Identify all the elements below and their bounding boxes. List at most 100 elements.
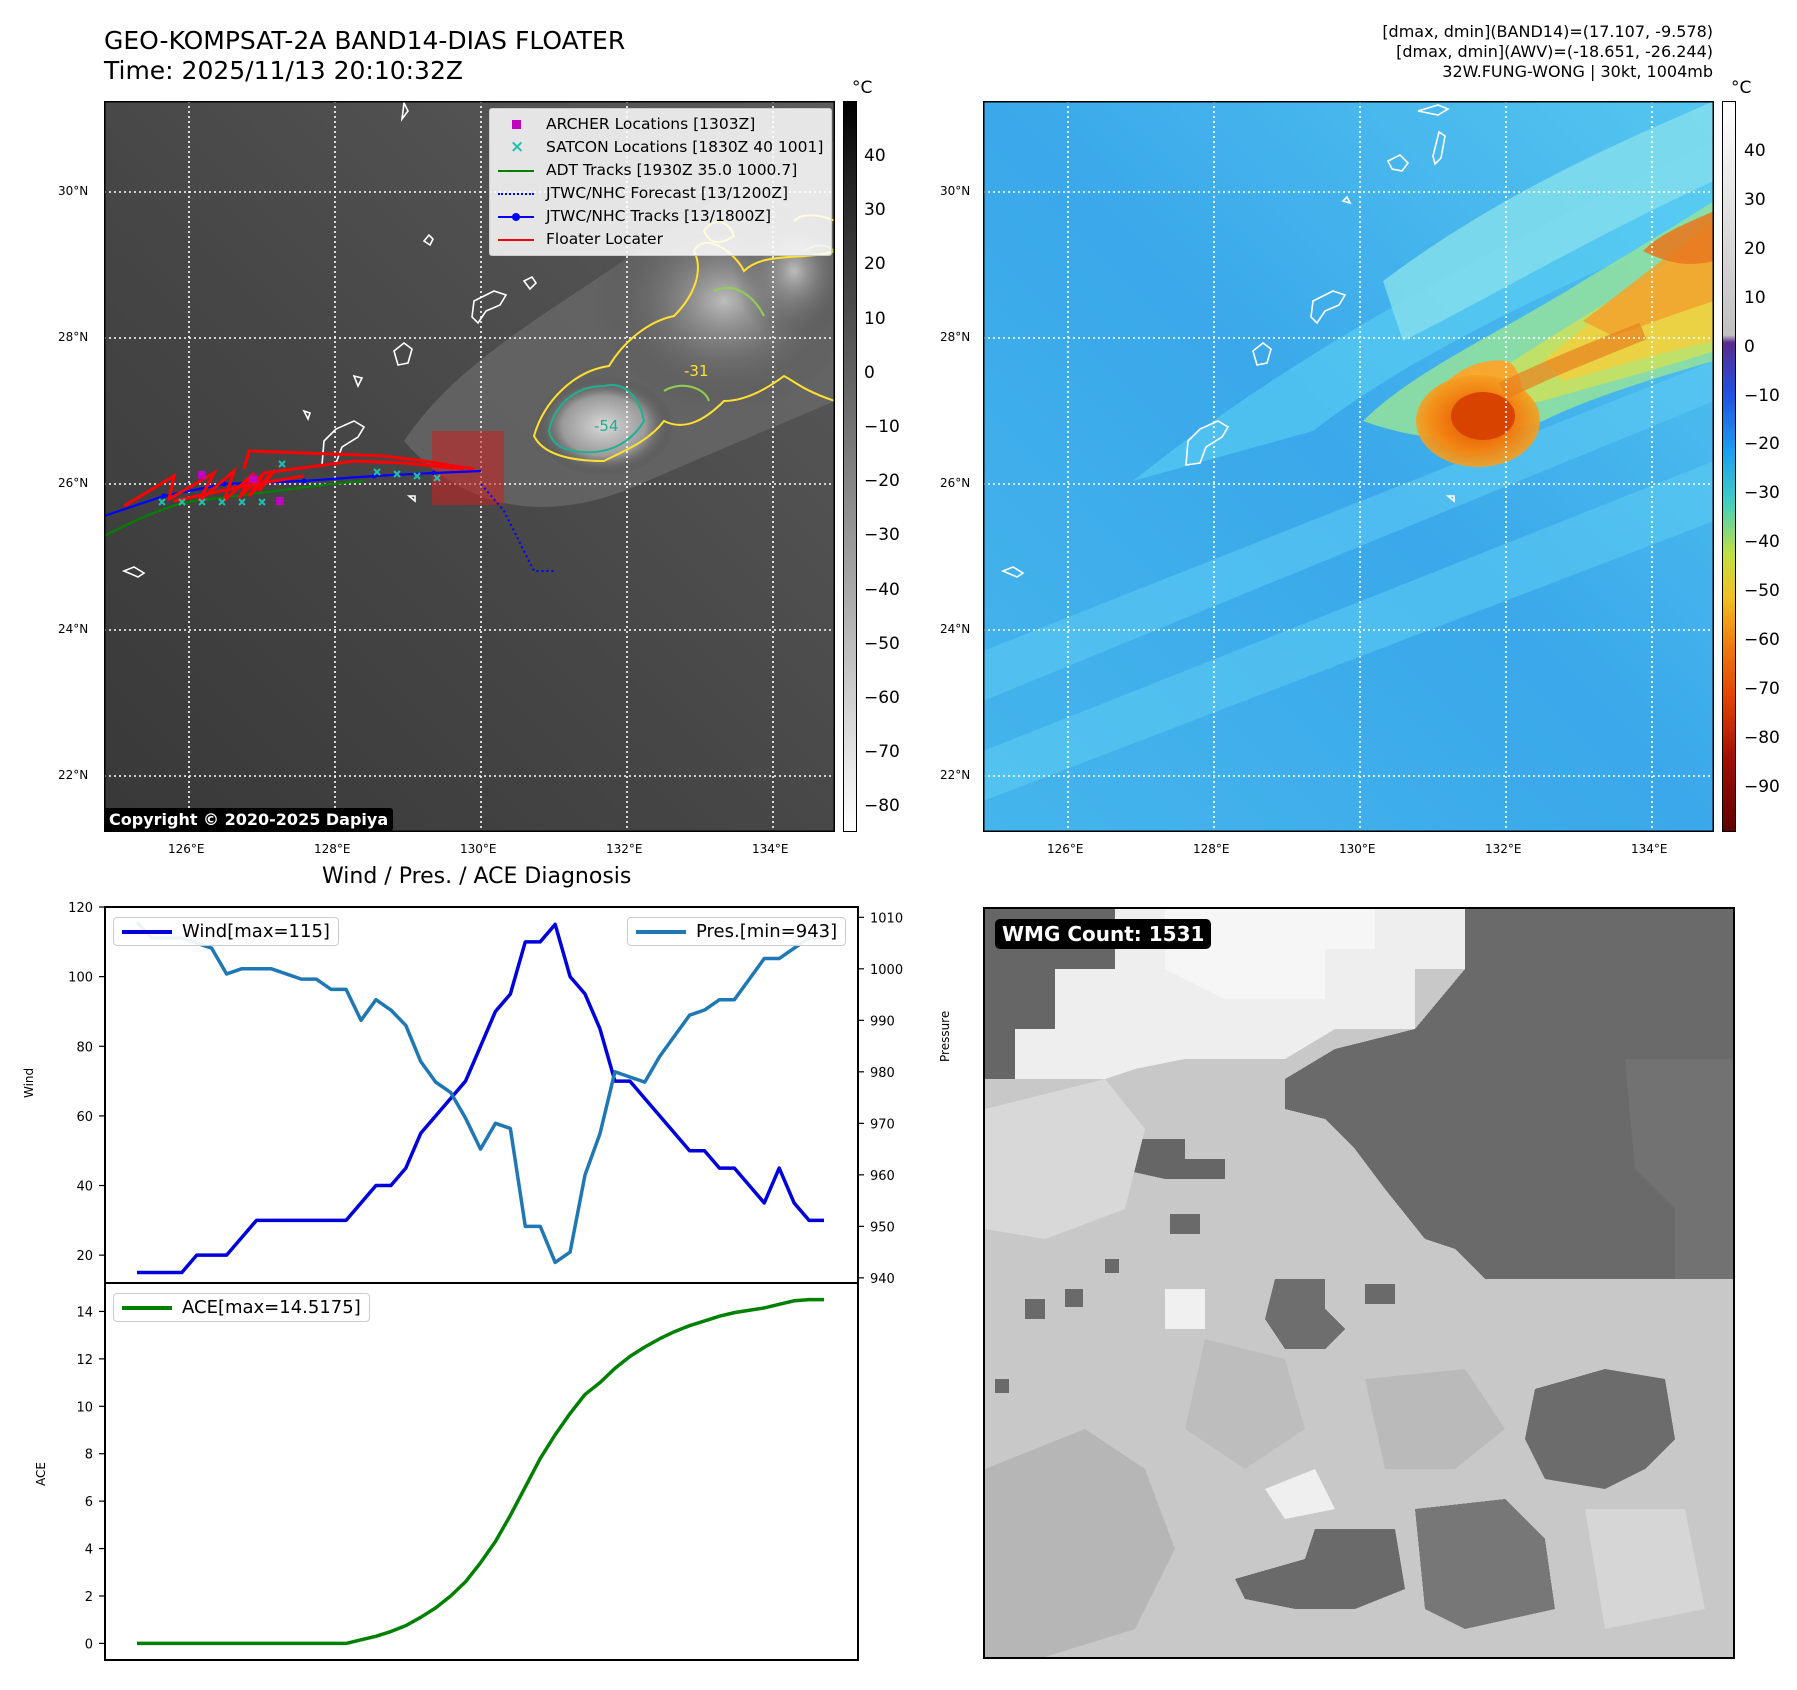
- pressure-tick-label: 950: [870, 1220, 895, 1235]
- right-lat-label-22n: 22°N: [940, 768, 971, 782]
- pressure-legend: Pres.[min=943]: [627, 917, 847, 946]
- info-block: [dmax, dmin](BAND14)=(17.107, -9.578) [d…: [1382, 22, 1713, 82]
- info-storm: 32W.FUNG-WONG | 30kt, 1004mb: [1442, 62, 1713, 81]
- ace-tick-label: 8: [85, 1448, 93, 1463]
- ace-axis-label: ACE: [34, 1462, 48, 1486]
- ace-legend: ACE[max=14.5175]: [113, 1293, 370, 1322]
- lat-label-22n: 22°N: [58, 768, 89, 782]
- diagnosis-chart: 2040608010012094095096097098099010001010…: [68, 901, 903, 1661]
- legend-adt-label: ADT Tracks [1930Z 35.0 1000.7]: [546, 161, 798, 179]
- left-colorbar-tick: −10: [864, 417, 900, 437]
- pressure-tick-label: 990: [870, 1014, 895, 1029]
- contour-label-31: -31: [684, 362, 709, 380]
- lon-label-134e: 134°E: [752, 842, 789, 856]
- wmg-map[interactable]: [983, 907, 1735, 1659]
- right-lon-label-132e: 132°E: [1485, 842, 1522, 856]
- left-colorbar-tick: 40: [864, 146, 886, 166]
- legend-tracks-label: JTWC/NHC Tracks [13/1800Z]: [546, 207, 772, 225]
- right-colorbar-tick: 30: [1744, 189, 1766, 210]
- diagnosis-title: Wind / Pres. / ACE Diagnosis: [322, 864, 632, 889]
- left-colorbar-tick: −70: [864, 742, 900, 763]
- wind-legend-label: Wind[max=115]: [182, 921, 330, 942]
- lat-label-26n: 26°N: [58, 476, 89, 490]
- left-colorbar-tick: 30: [864, 200, 886, 221]
- legend-adt: ADT Tracks [1930Z 35.0 1000.7]: [498, 159, 823, 182]
- wind-legend: Wind[max=115]: [113, 917, 339, 946]
- right-lon-label-134e: 134°E: [1631, 842, 1668, 856]
- wind-legend-line-icon: [122, 929, 172, 934]
- left-colorbar-tick: −40: [864, 579, 900, 600]
- legend-archer-label: ARCHER Locations [1303Z]: [546, 115, 756, 133]
- lon-label-130e: 130°E: [460, 842, 497, 856]
- right-lat-label-26n: 26°N: [940, 476, 971, 490]
- wind-tick-label: 20: [76, 1249, 93, 1264]
- map-legend: ARCHER Locations [1303Z] × SATCON Locatio…: [489, 108, 833, 256]
- copyright-badge: Copyright © 2020-2025 Dapiya: [104, 808, 394, 831]
- wind-tick-label: 80: [76, 1040, 93, 1055]
- info-awv-range: [dmax, dmin](AWV)=(-18.651, -26.244): [1396, 42, 1713, 61]
- wmg-count-badge: WMG Count: 1531: [995, 919, 1212, 949]
- figure-title: GEO-KOMPSAT-2A BAND14-DIAS FLOATER: [104, 26, 626, 55]
- ace-tick-label: 14: [76, 1305, 93, 1320]
- left-colorbar-tick: −80: [864, 796, 900, 817]
- ace-series-line: [137, 1297, 824, 1646]
- pressure-tick-label: 980: [870, 1066, 895, 1081]
- right-colorbar-tick: −70: [1744, 678, 1780, 699]
- pressure-tick-label: 960: [870, 1169, 895, 1184]
- right-colorbar-tick: −80: [1744, 727, 1780, 748]
- wind-axis-label: Wind: [22, 1067, 36, 1098]
- right-lat-label-24n: 24°N: [940, 622, 971, 636]
- right-lon-label-128e: 128°E: [1193, 842, 1230, 856]
- legend-floater-label: Floater Locater: [546, 230, 663, 248]
- legend-floater: Floater Locater: [498, 228, 823, 251]
- pressure-tick-label: 1000: [870, 963, 903, 978]
- pressure-series-line: [135, 921, 824, 1265]
- right-colorbar-unit: °C: [1731, 78, 1752, 98]
- lat-label-28n: 28°N: [58, 330, 89, 344]
- left-colorbar-tick: 10: [864, 308, 886, 329]
- info-band14-range: [dmax, dmin](BAND14)=(17.107, -9.578): [1382, 22, 1713, 41]
- right-colorbar-tick: −40: [1744, 532, 1780, 553]
- right-colorbar-tick: 0: [1744, 336, 1755, 357]
- ace-tick-label: 0: [85, 1637, 93, 1652]
- lon-label-128e: 128°E: [314, 842, 351, 856]
- legend-tracks: JTWC/NHC Tracks [13/1800Z]: [498, 205, 823, 228]
- right-colorbar-tick: 40: [1744, 141, 1766, 161]
- ace-tick-label: 6: [85, 1495, 93, 1510]
- left-colorbar-tick: −20: [864, 471, 900, 492]
- wind-tick-label: 60: [76, 1110, 93, 1125]
- ace-tick-label: 10: [76, 1400, 93, 1415]
- right-lon-label-130e: 130°E: [1339, 842, 1376, 856]
- lat-label-30n: 30°N: [58, 184, 89, 198]
- legend-satcon: × SATCON Locations [1830Z 40 1001]: [498, 136, 823, 159]
- lon-label-126e: 126°E: [168, 842, 205, 856]
- ace-tick-label: 12: [76, 1353, 93, 1368]
- left-colorbar-tick: −30: [864, 525, 900, 546]
- right-colorbar-tick: −10: [1744, 385, 1780, 406]
- ace-legend-line-icon: [122, 1305, 172, 1310]
- ace-tick-label: 2: [85, 1590, 93, 1605]
- ace-legend-label: ACE[max=14.5175]: [182, 1297, 361, 1318]
- left-colorbar: [843, 101, 857, 832]
- pressure-tick-label: 970: [870, 1117, 895, 1132]
- wind-pressure-axes: [104, 906, 859, 1284]
- left-colorbar-tick: 0: [864, 362, 875, 383]
- right-lat-label-30n: 30°N: [940, 184, 971, 198]
- ace-tick-label: 4: [85, 1543, 93, 1558]
- dotted-line-icon: [498, 193, 534, 195]
- left-colorbar-tick: 20: [864, 254, 886, 275]
- pressure-axis-label: Pressure: [938, 1010, 952, 1062]
- left-colorbar-unit: °C: [852, 78, 873, 98]
- contour-label-54: -54: [594, 417, 619, 435]
- lat-label-24n: 24°N: [58, 622, 89, 636]
- right-colorbar: [1722, 101, 1736, 832]
- pressure-tick-label: 940: [870, 1272, 895, 1287]
- awv-map[interactable]: [983, 101, 1714, 832]
- right-colorbar-tick: −90: [1744, 776, 1780, 797]
- right-lon-label-126e: 126°E: [1047, 842, 1084, 856]
- right-colorbar-tick: 20: [1744, 238, 1766, 259]
- legend-forecast: JTWC/NHC Forecast [13/1200Z]: [498, 182, 823, 205]
- legend-archer: ARCHER Locations [1303Z]: [498, 113, 823, 136]
- right-colorbar-tick: −30: [1744, 483, 1780, 504]
- pressure-legend-line-icon: [636, 929, 686, 934]
